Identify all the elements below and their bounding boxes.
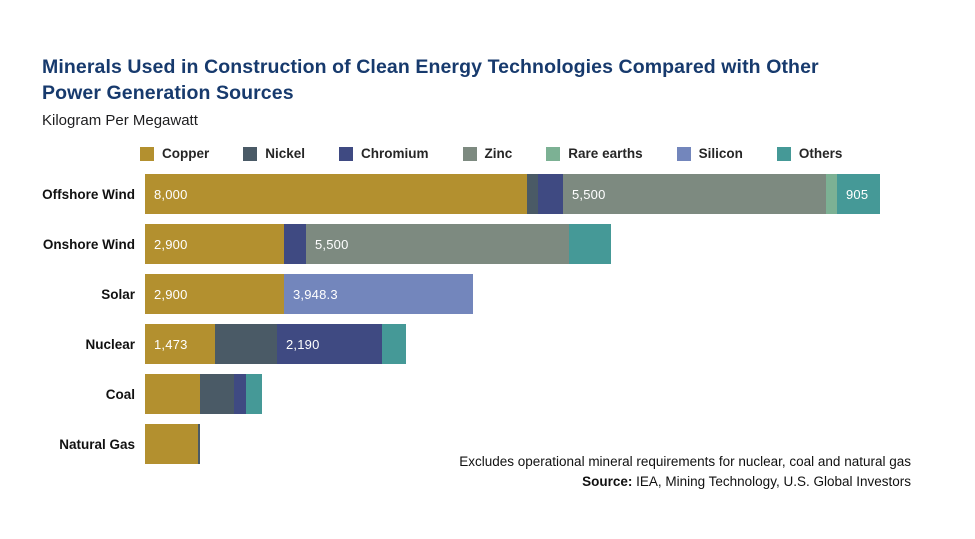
footnote: Excludes operational mineral requirement… [459, 454, 911, 469]
bar-stack: 8,000 5,500 905 [145, 174, 880, 215]
legend-swatch-icon [546, 146, 561, 161]
segment-copper: 8,000 [145, 174, 527, 215]
segment-value-label: 5,500 [572, 186, 606, 202]
segment-value-label: 5,500 [315, 236, 349, 252]
segment-copper [145, 374, 200, 415]
legend-label: Silicon [698, 146, 743, 162]
source-text: IEA, Mining Technology, U.S. Global Inve… [632, 474, 911, 490]
legend-item-others: Others [776, 146, 843, 162]
segment-value-label: 905 [846, 186, 869, 202]
segment-nickel [527, 174, 538, 215]
segment-others: 905 [837, 174, 880, 215]
legend-item-copper: Copper [140, 146, 209, 161]
segment-rare-earths [826, 174, 837, 215]
legend-label: Zinc [484, 146, 513, 162]
legend-swatch-icon [243, 146, 258, 161]
segment-value-label: 2,190 [286, 336, 320, 352]
bar-row-offshore-wind: Offshore Wind 8,000 5,500 905 [0, 174, 975, 215]
segment-copper: 1,473 [145, 324, 215, 365]
legend-label: Copper [162, 146, 210, 162]
legend-swatch-icon [776, 146, 791, 161]
legend-label: Rare earths [568, 146, 643, 162]
segment-others [382, 324, 406, 365]
legend-swatch-icon [339, 146, 354, 161]
chart-title: Minerals Used in Construction of Clean E… [42, 56, 819, 104]
bar-row-natural-gas: Natural Gas [0, 424, 975, 465]
category-label: Coal [105, 386, 135, 402]
segment-nickel [198, 424, 200, 465]
segment-value-label: 3,948.3 [293, 286, 338, 302]
legend-swatch-icon [140, 146, 154, 161]
segment-value-label: 2,900 [154, 286, 188, 302]
bar-stack: 1,473 2,190 [145, 324, 406, 365]
segment-silicon: 3,948.3 [284, 274, 473, 315]
category-label: Nuclear [85, 336, 135, 352]
stacked-bar-chart: Offshore Wind 8,000 5,500 905 Onshore Wind 2,… [0, 174, 975, 465]
segment-others [246, 374, 262, 415]
legend-item-nickel: Nickel [243, 146, 305, 161]
legend-item-zinc: Zinc [462, 146, 513, 162]
segment-chromium [234, 374, 246, 415]
category-label: Onshore Wind [42, 236, 135, 252]
source-line: Source: IEA, Mining Technology, U.S. Glo… [459, 472, 911, 492]
segment-copper: 2,900 [145, 274, 284, 315]
bar-row-nuclear: Nuclear 1,473 2,190 [0, 324, 975, 365]
category-label: Solar [101, 286, 135, 302]
bar-row-onshore-wind: Onshore Wind 2,900 5,500 [0, 224, 975, 265]
legend-label: Chromium [361, 146, 429, 162]
source-label: Source: [582, 474, 633, 490]
bar-stack: 2,900 5,500 [145, 224, 611, 265]
segment-zinc: 5,500 [563, 174, 826, 215]
legend-item-rare-earths: Rare earths [546, 146, 643, 162]
segment-nickel [215, 324, 277, 365]
segment-chromium: 2,190 [277, 324, 382, 365]
segment-value-label: 1,473 [154, 336, 188, 352]
bar-stack [145, 374, 262, 415]
segment-value-label: 8,000 [154, 186, 188, 202]
bar-stack [145, 424, 200, 465]
segment-zinc: 5,500 [306, 224, 569, 265]
segment-nickel [200, 374, 234, 415]
bar-stack: 2,900 3,948.3 [145, 274, 473, 315]
segment-copper: 2,900 [145, 224, 284, 265]
legend-label: Others [798, 146, 843, 162]
legend: Copper Nickel Chromium Zinc Rare earths Silic… [140, 146, 975, 161]
category-label: Natural Gas [59, 436, 135, 452]
bar-row-coal: Coal [0, 374, 975, 415]
legend-item-chromium: Chromium [339, 146, 429, 161]
chart-footer: Excludes operational mineral requirement… [459, 452, 911, 493]
legend-item-silicon: Silicon [676, 146, 743, 162]
segment-copper [145, 424, 198, 465]
segment-others [569, 224, 611, 265]
legend-swatch-icon [676, 146, 691, 161]
segment-chromium [284, 224, 306, 265]
legend-label: Nickel [265, 146, 306, 162]
segment-value-label: 2,900 [154, 236, 188, 252]
segment-chromium [538, 174, 563, 215]
legend-swatch-icon [462, 146, 477, 161]
category-label: Offshore Wind [42, 186, 135, 202]
chart-subtitle: Kilogram Per Megawatt [42, 112, 198, 130]
bar-row-solar: Solar 2,900 3,948.3 [0, 274, 975, 315]
